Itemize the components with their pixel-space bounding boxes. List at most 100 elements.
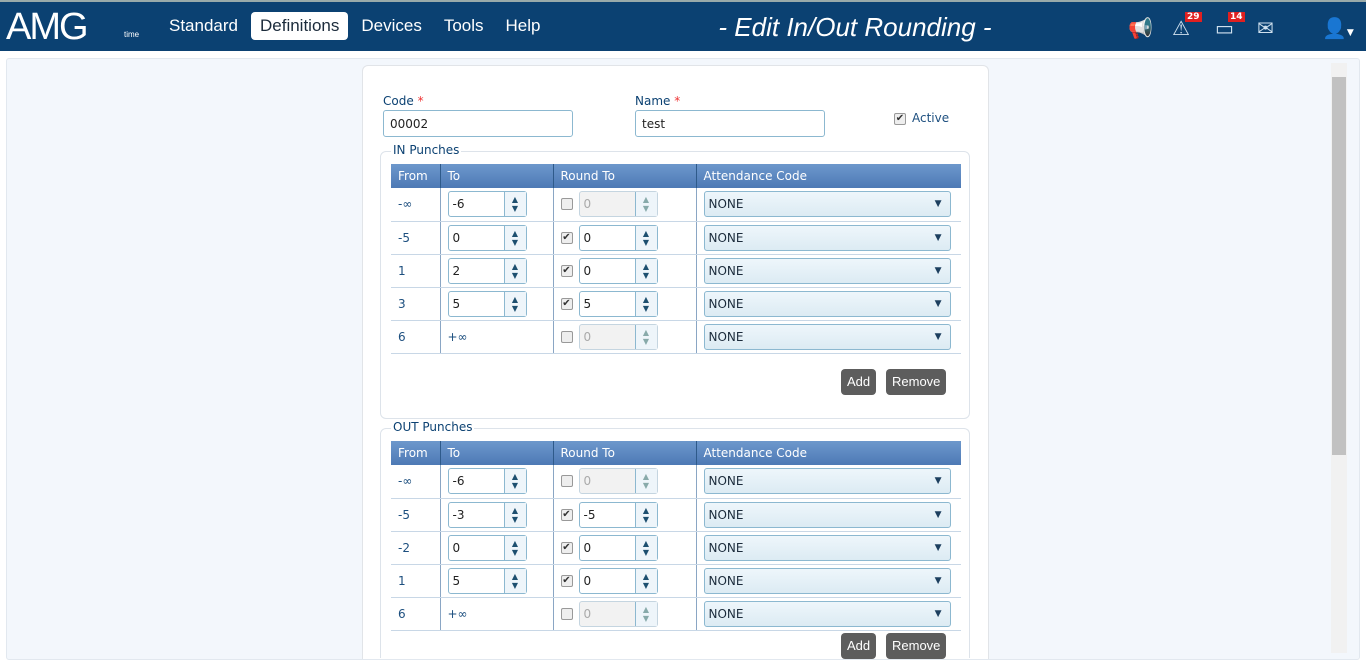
name-input[interactable]: test xyxy=(635,110,825,137)
to-stepper[interactable]: 0 ▲ ▼ xyxy=(447,224,527,251)
stepper-arrows-icon[interactable]: ▲ ▼ xyxy=(503,535,526,560)
to-stepper[interactable]: -6 ▲ ▼ xyxy=(447,191,527,218)
round-stepper[interactable]: 0 ▲ ▼ xyxy=(578,567,658,594)
stepper-arrows-icon[interactable]: ▲ ▼ xyxy=(634,601,657,626)
round-value[interactable]: 0 xyxy=(583,540,592,555)
round-stepper[interactable]: 0 ▲ ▼ xyxy=(578,600,658,627)
round-value[interactable]: 0 xyxy=(583,474,592,489)
to-value: +∞ xyxy=(447,329,468,344)
round-value[interactable]: 0 xyxy=(583,263,592,278)
stepper-arrows-icon[interactable]: ▲ ▼ xyxy=(634,324,657,349)
stepper-arrows-icon[interactable]: ▲ ▼ xyxy=(503,225,526,250)
round-value[interactable]: 0 xyxy=(583,197,592,212)
attendance-code-select[interactable]: NONE xyxy=(703,224,951,251)
remove-button[interactable]: Remove xyxy=(886,369,947,395)
round-stepper[interactable]: 0 ▲ ▼ xyxy=(578,468,658,495)
attendance-code-select[interactable]: NONE xyxy=(703,567,951,594)
stepper-arrows-icon[interactable]: ▲ ▼ xyxy=(634,291,657,316)
scrollbar-thumb[interactable] xyxy=(1332,77,1346,455)
to-stepper[interactable]: 0 ▲ ▼ xyxy=(447,534,527,561)
to-cell: -6 ▲ ▼ xyxy=(439,188,553,222)
to-stepper[interactable]: 5 ▲ ▼ xyxy=(447,290,527,317)
round-stepper[interactable]: 0 ▲ ▼ xyxy=(578,224,658,251)
attendance-code-select[interactable]: NONE xyxy=(703,290,951,317)
to-stepper[interactable]: 5 ▲ ▼ xyxy=(447,567,527,594)
round-checkbox[interactable]: ✔ xyxy=(560,508,573,521)
user-icon[interactable]: 👤▼ xyxy=(1322,16,1354,40)
nav-help[interactable]: Help xyxy=(505,16,541,35)
attendance-code-select[interactable]: NONE xyxy=(703,534,951,561)
to-value[interactable]: 5 xyxy=(452,573,461,588)
add-button[interactable]: Add xyxy=(841,633,877,659)
attendance-code-select[interactable]: NONE xyxy=(703,501,951,528)
code-input[interactable]: 00002 xyxy=(383,110,573,137)
table-row: 6 +∞ 0 ▲ ▼ NONE xyxy=(391,320,961,354)
stepper-arrows-icon[interactable]: ▲ ▼ xyxy=(503,469,526,494)
nav-devices[interactable]: Devices xyxy=(361,16,422,35)
to-value[interactable]: -6 xyxy=(452,197,465,212)
stepper-arrows-icon[interactable]: ▲ ▼ xyxy=(634,469,657,494)
stepper-arrows-icon[interactable]: ▲ ▼ xyxy=(503,568,526,593)
stepper-arrows-icon[interactable]: ▲ ▼ xyxy=(503,258,526,283)
stepper-arrows-icon[interactable]: ▲ ▼ xyxy=(503,192,526,217)
stepper-arrows-icon[interactable]: ▲ ▼ xyxy=(634,192,657,217)
checkbox-icon[interactable]: ✔ xyxy=(894,112,906,125)
nav-tools[interactable]: Tools xyxy=(443,16,484,35)
attendance-code-select[interactable]: NONE xyxy=(703,323,951,350)
round-stepper[interactable]: 0 ▲ ▼ xyxy=(578,257,658,284)
stepper-arrows-icon[interactable]: ▲ ▼ xyxy=(503,502,526,527)
round-stepper[interactable]: 0 ▲ ▼ xyxy=(578,191,658,218)
round-checkbox[interactable] xyxy=(560,198,573,211)
megaphone-icon[interactable]: 📢 xyxy=(1128,16,1153,40)
round-checkbox[interactable] xyxy=(560,607,573,620)
calendar-icon[interactable]: ▭ 14 xyxy=(1215,12,1245,40)
stepper-arrows-icon[interactable]: ▲ ▼ xyxy=(634,258,657,283)
to-stepper[interactable]: 2 ▲ ▼ xyxy=(447,257,527,284)
active-checkbox[interactable]: ✔ Active xyxy=(894,111,950,125)
nav-definitions[interactable]: Definitions xyxy=(251,12,349,40)
stepper-arrows-icon[interactable]: ▲ ▼ xyxy=(503,291,526,316)
to-value[interactable]: 5 xyxy=(452,296,461,311)
stepper-arrows-icon[interactable]: ▲ ▼ xyxy=(634,502,657,527)
mail-icon[interactable]: ✉ xyxy=(1257,16,1274,40)
round-stepper[interactable]: 5 ▲ ▼ xyxy=(578,290,658,317)
scrollbar[interactable] xyxy=(1331,63,1347,653)
round-value[interactable]: -5 xyxy=(583,507,596,522)
to-value[interactable]: -6 xyxy=(452,474,465,489)
to-stepper[interactable]: -3 ▲ ▼ xyxy=(447,501,527,528)
remove-button[interactable]: Remove xyxy=(886,633,947,659)
round-stepper[interactable]: 0 ▲ ▼ xyxy=(578,323,658,350)
round-checkbox[interactable] xyxy=(560,475,573,488)
round-value[interactable]: 0 xyxy=(583,230,592,245)
round-value[interactable]: 0 xyxy=(583,329,592,344)
to-stepper[interactable]: -6 ▲ ▼ xyxy=(447,468,527,495)
from-cell: -∞ xyxy=(391,465,440,499)
stepper-arrows-icon[interactable]: ▲ ▼ xyxy=(634,225,657,250)
round-checkbox[interactable]: ✔ xyxy=(560,297,573,310)
round-checkbox[interactable]: ✔ xyxy=(560,574,573,587)
stepper-arrows-icon[interactable]: ▲ ▼ xyxy=(634,535,657,560)
attendance-code-select[interactable]: NONE xyxy=(703,257,951,284)
round-checkbox[interactable]: ✔ xyxy=(560,541,573,554)
round-value[interactable]: 0 xyxy=(583,573,592,588)
attendance-code-select[interactable]: NONE xyxy=(703,468,951,495)
to-value[interactable]: 0 xyxy=(452,230,461,245)
attendance-cell: NONE xyxy=(695,254,961,288)
logo[interactable]: AMG time xyxy=(6,8,139,46)
round-checkbox[interactable]: ✔ xyxy=(560,231,573,244)
round-stepper[interactable]: 0 ▲ ▼ xyxy=(578,534,658,561)
nav-standard[interactable]: Standard xyxy=(169,16,238,35)
to-value[interactable]: 2 xyxy=(452,263,461,278)
stepper-arrows-icon[interactable]: ▲ ▼ xyxy=(634,568,657,593)
round-value[interactable]: 0 xyxy=(583,606,592,621)
to-value[interactable]: 0 xyxy=(452,540,461,555)
round-checkbox[interactable]: ✔ xyxy=(560,264,573,277)
round-stepper[interactable]: -5 ▲ ▼ xyxy=(578,501,658,528)
add-button[interactable]: Add xyxy=(841,369,877,395)
round-checkbox[interactable] xyxy=(560,330,573,343)
to-value[interactable]: -3 xyxy=(452,507,465,522)
attendance-code-select[interactable]: NONE xyxy=(703,600,951,627)
round-value[interactable]: 5 xyxy=(583,296,592,311)
attendance-code-select[interactable]: NONE xyxy=(703,191,951,218)
alert-icon[interactable]: ⚠ 29 xyxy=(1172,12,1202,40)
